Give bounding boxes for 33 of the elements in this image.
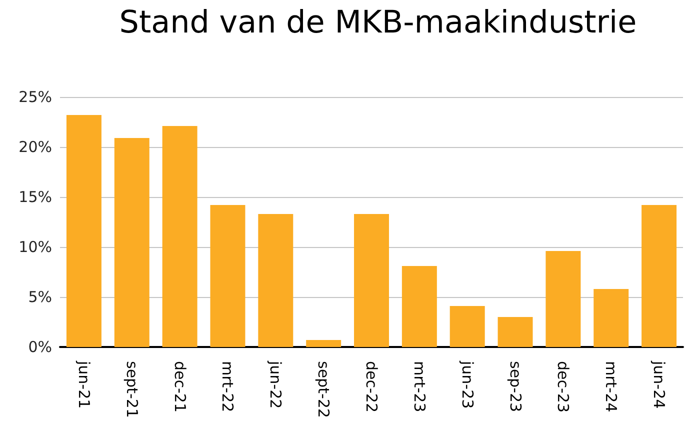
chart-title: Stand van de MKB-maakindustrie xyxy=(119,4,637,40)
bar xyxy=(546,251,581,347)
y-tick-label: 20% xyxy=(18,138,52,156)
x-tick-label: jun-24 xyxy=(650,360,668,409)
x-tick-label: dec-21 xyxy=(170,361,189,412)
y-tick-label: 15% xyxy=(18,188,52,206)
bar xyxy=(210,205,246,347)
y-tick-label: 10% xyxy=(18,238,52,256)
x-tick-label: mrt-24 xyxy=(602,361,620,412)
x-tick-label: mrt-22 xyxy=(218,361,237,412)
x-tick-label: jun-22 xyxy=(266,360,285,409)
bar xyxy=(306,340,342,347)
bar xyxy=(66,115,102,347)
bar xyxy=(354,214,389,347)
y-tick-label: 0% xyxy=(28,338,52,356)
x-tick-label: dec-22 xyxy=(362,361,380,412)
y-tick-label: 25% xyxy=(18,88,52,106)
bar xyxy=(258,214,294,347)
bar xyxy=(162,126,198,347)
x-tick-label: sep-23 xyxy=(506,361,524,412)
bar xyxy=(450,306,485,347)
bar xyxy=(642,205,677,347)
bar xyxy=(114,138,150,347)
x-tick-label: dec-23 xyxy=(554,361,572,412)
bar xyxy=(498,317,533,347)
bar xyxy=(594,289,629,347)
x-tick-label: sept-22 xyxy=(314,361,333,418)
x-tick-label: jun-21 xyxy=(74,360,93,409)
x-tick-label: mrt-23 xyxy=(410,361,428,412)
bar xyxy=(402,266,437,347)
x-tick-label: sept-21 xyxy=(122,361,141,418)
x-tick-label: jun-23 xyxy=(458,360,476,409)
y-tick-label: 5% xyxy=(28,288,52,306)
